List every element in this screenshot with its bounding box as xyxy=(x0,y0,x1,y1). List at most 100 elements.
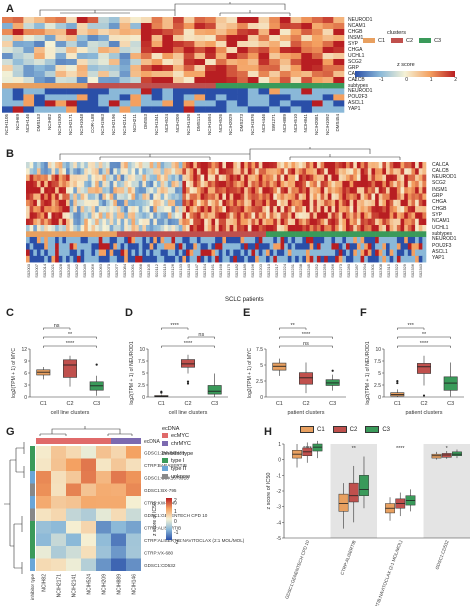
heatmap-cell xyxy=(81,496,96,509)
heatmap-cell xyxy=(36,471,51,484)
heatmap-cell xyxy=(418,243,423,250)
heatmap-cell xyxy=(215,23,227,30)
heatmap-cell xyxy=(116,255,121,263)
heatmap-cell xyxy=(12,100,24,107)
heatmap-cell xyxy=(284,243,289,250)
heatmap-cell xyxy=(298,218,303,226)
heatmap-cell xyxy=(251,225,256,232)
significance-label: **** xyxy=(66,341,75,347)
subtype-annotation-cell xyxy=(233,231,238,238)
heatmap-cell xyxy=(55,249,60,257)
zscore-tick: 2 xyxy=(454,77,457,83)
heatmap-cell xyxy=(237,71,249,78)
heatmap-cell xyxy=(153,218,158,226)
heatmap-cell xyxy=(113,193,118,201)
heatmap-cell xyxy=(247,168,252,175)
heatmap-cell xyxy=(12,41,24,48)
heatmap-cell xyxy=(87,59,99,66)
heatmap-cell xyxy=(23,41,35,48)
heatmap-cell xyxy=(84,212,89,219)
heatmap-cell xyxy=(178,162,183,169)
patient-label: S02105 xyxy=(146,264,151,278)
heatmap-cell xyxy=(51,483,66,496)
heatmap-cell xyxy=(287,218,292,226)
heatmap-cell xyxy=(415,236,420,244)
heatmap-cell xyxy=(40,255,45,263)
heatmap-cell xyxy=(415,162,420,169)
heatmap-cell xyxy=(313,243,318,250)
heatmap-cell xyxy=(258,236,263,244)
heatmap-cell xyxy=(407,249,412,257)
heatmap-cell xyxy=(69,212,74,219)
heatmap-cell xyxy=(26,236,30,244)
subtype-annotation-cell xyxy=(222,231,227,238)
heatmap-cell xyxy=(290,65,302,72)
heatmap-cell xyxy=(226,180,230,188)
heatmap-cell xyxy=(389,199,394,207)
heatmap-cell xyxy=(207,187,212,194)
heatmap-cell xyxy=(269,212,274,219)
subtype-annotation-cell xyxy=(109,231,114,238)
heatmap-cell xyxy=(182,243,187,250)
x-tick-label: C2 xyxy=(302,401,309,407)
significance-label: ns xyxy=(54,323,60,329)
heatmap-cell xyxy=(309,168,314,175)
heatmap-cell xyxy=(87,180,92,188)
heatmap-cell xyxy=(98,71,110,78)
heatmap-cell xyxy=(34,106,46,113)
heatmap-cell xyxy=(322,106,334,113)
sample-label: NCIH1694 xyxy=(207,114,213,136)
heatmap-cell xyxy=(98,53,110,60)
heatmap-cell xyxy=(55,94,67,101)
heatmap-cell xyxy=(84,249,89,257)
heatmap-cell xyxy=(262,199,267,207)
heatmap-cell xyxy=(44,65,56,72)
heatmap-cell xyxy=(109,193,114,201)
heatmap-cell xyxy=(247,17,259,24)
subtype-annotation-cell xyxy=(418,231,423,238)
heatmap-cell xyxy=(247,35,259,42)
heatmap-cell xyxy=(183,41,195,48)
heatmap-cell xyxy=(302,193,307,201)
heatmap-cell xyxy=(116,236,121,244)
heatmap-cell xyxy=(244,187,249,194)
heatmap-cell xyxy=(98,77,110,84)
heatmap-cell xyxy=(33,162,38,169)
heatmap-cell xyxy=(106,187,110,194)
heatmap-cell xyxy=(91,212,96,219)
heatmap-cell xyxy=(207,218,212,226)
heatmap-cell xyxy=(164,236,169,244)
heatmap-cell xyxy=(269,193,274,201)
heatmap-cell xyxy=(120,193,125,201)
heatmap-cell xyxy=(240,180,245,188)
heatmap-cell xyxy=(55,218,60,226)
heatmap-cell xyxy=(119,100,131,107)
heatmap-cell xyxy=(138,243,143,250)
significance-bracket xyxy=(397,336,451,339)
heatmap-cell xyxy=(262,249,267,257)
heatmap-cell xyxy=(142,236,147,244)
heatmap-cell xyxy=(269,180,274,188)
heatmap-cell xyxy=(333,17,345,24)
heatmap-cell xyxy=(367,187,372,194)
heatmap-cell xyxy=(182,236,187,244)
heatmap-cell xyxy=(229,193,234,201)
heatmap-cell xyxy=(146,187,150,194)
heatmap-cell xyxy=(262,187,267,194)
heatmap-cell xyxy=(51,533,66,546)
heatmap-cell xyxy=(204,206,209,213)
y-axis-label: z score of IC50 xyxy=(266,473,272,510)
heatmap-cell xyxy=(290,59,302,66)
heatmap-cell xyxy=(29,168,34,175)
subtype-annotation-cell xyxy=(62,231,67,238)
heatmap-cell xyxy=(236,225,241,232)
heatmap-cell xyxy=(287,174,292,182)
heatmap-cell xyxy=(62,236,67,244)
heatmap-cell xyxy=(62,193,67,201)
panel-label-f: F xyxy=(360,307,367,319)
heatmap-cell xyxy=(309,162,314,169)
heatmap-cell xyxy=(287,236,292,244)
x-tick-label: C2 xyxy=(184,401,191,407)
heatmap-cell xyxy=(258,53,270,60)
heatmap-cell xyxy=(120,199,125,207)
